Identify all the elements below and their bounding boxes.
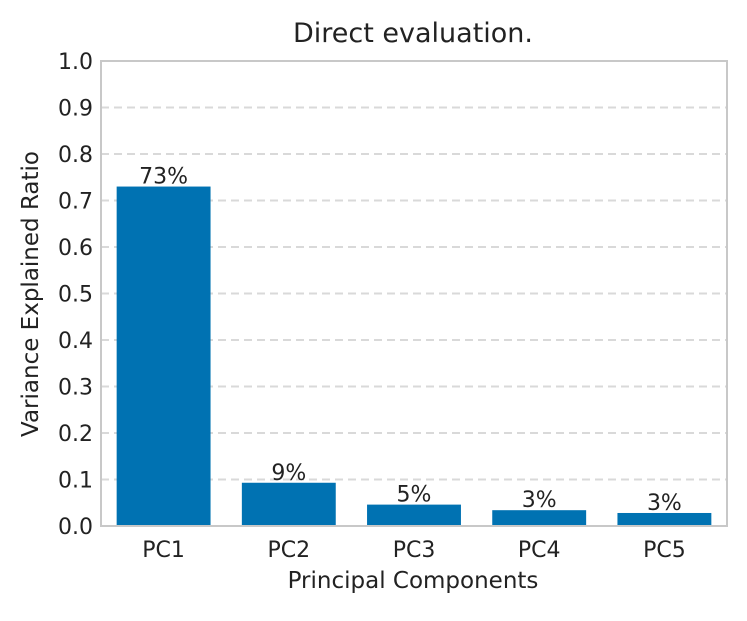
data-label: 5%: [397, 483, 432, 508]
y-tick-label: 0.1: [58, 469, 93, 494]
bar-pc2: [241, 482, 336, 526]
x-tick-label: PC1: [142, 538, 185, 563]
y-tick-label: 0.8: [58, 143, 93, 168]
y-tick-label: 0.3: [58, 376, 93, 401]
y-tick-label: 0.4: [58, 329, 93, 354]
data-label: 3%: [647, 491, 682, 516]
bar-pc1: [116, 186, 211, 527]
bar-pc5: [617, 512, 712, 526]
x-tick-label: PC5: [643, 538, 686, 563]
y-tick-label: 0.7: [58, 190, 93, 215]
data-label: 3%: [522, 488, 557, 513]
chart-title: Direct evaluation.: [293, 18, 533, 49]
y-tick-labels: 0.0 0.1 0.2 0.3 0.4 0.5 0.6 0.7 0.8 0.9 1.0: [58, 50, 93, 540]
y-axis-label: Variance Explained Ratio: [18, 151, 44, 437]
bar-pc3: [367, 504, 461, 526]
x-axis-label: Principal Components: [288, 568, 539, 594]
y-tick-label: 0.2: [58, 422, 93, 447]
y-tick-label: 0.6: [58, 236, 93, 261]
data-label: 9%: [271, 461, 306, 486]
data-labels: 73% 9% 5% 3% 3%: [139, 165, 682, 516]
x-tick-label: PC3: [393, 538, 436, 563]
bar-pc4: [492, 510, 587, 526]
x-tick-labels: PC1 PC2 PC3 PC4 PC5: [142, 538, 685, 563]
data-label: 73%: [139, 165, 188, 190]
plot-frame: [100, 60, 728, 527]
x-tick-label: PC4: [518, 538, 561, 563]
y-tick-label: 0.5: [58, 283, 93, 308]
y-tick-label: 0.0: [58, 515, 93, 540]
bars: [116, 186, 712, 527]
y-tick-label: 0.9: [58, 97, 93, 122]
y-tick-label: 1.0: [58, 50, 93, 75]
x-tick-label: PC2: [267, 538, 310, 563]
